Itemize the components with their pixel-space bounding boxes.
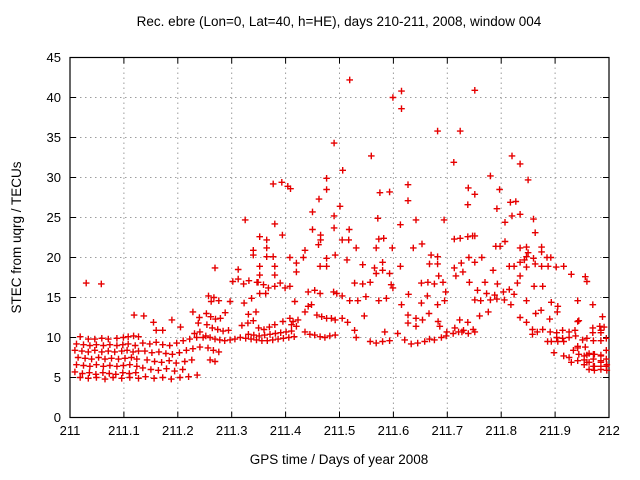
x-tick-label: 212	[598, 423, 620, 438]
y-tick-label: 15	[47, 290, 61, 305]
points-layer	[71, 76, 611, 383]
tick-labels-layer: 211 211.1 211.2 211.3 211.4 211.5 211.6 211.7 21…	[47, 50, 620, 438]
chart-title: Rec. ebre (Lon=0, Lat=40, h=HE), days 21…	[137, 14, 542, 29]
y-tick-label: 45	[47, 50, 61, 65]
x-tick-label: 211.6	[378, 423, 410, 438]
x-tick-label: 211	[60, 423, 81, 438]
x-tick-label: 211.9	[539, 423, 571, 438]
grid-layer	[70, 57, 609, 418]
x-tick-label: 211.7	[432, 423, 464, 438]
x-axis-label: GPS time / Days of year 2008	[250, 452, 429, 467]
y-tick-label: 30	[47, 170, 61, 185]
y-tick-label: 35	[47, 130, 61, 145]
y-tick-label: 10	[47, 330, 61, 345]
x-tick-label: 211.5	[324, 423, 356, 438]
y-tick-label: 20	[47, 250, 61, 265]
y-axis-label: STEC from uqrg / TECUs	[9, 161, 24, 313]
y-tick-label: 25	[47, 210, 61, 225]
x-tick-label: 211.1	[108, 423, 140, 438]
scatter-points	[71, 76, 611, 383]
x-tick-label: 211.2	[162, 423, 194, 438]
x-tick-label: 211.8	[485, 423, 517, 438]
x-tick-label: 211.4	[270, 423, 302, 438]
y-tick-label: 5	[54, 370, 61, 385]
y-tick-label: 40	[47, 90, 61, 105]
y-tick-label: 0	[54, 410, 61, 425]
x-tick-label: 211.3	[216, 423, 248, 438]
